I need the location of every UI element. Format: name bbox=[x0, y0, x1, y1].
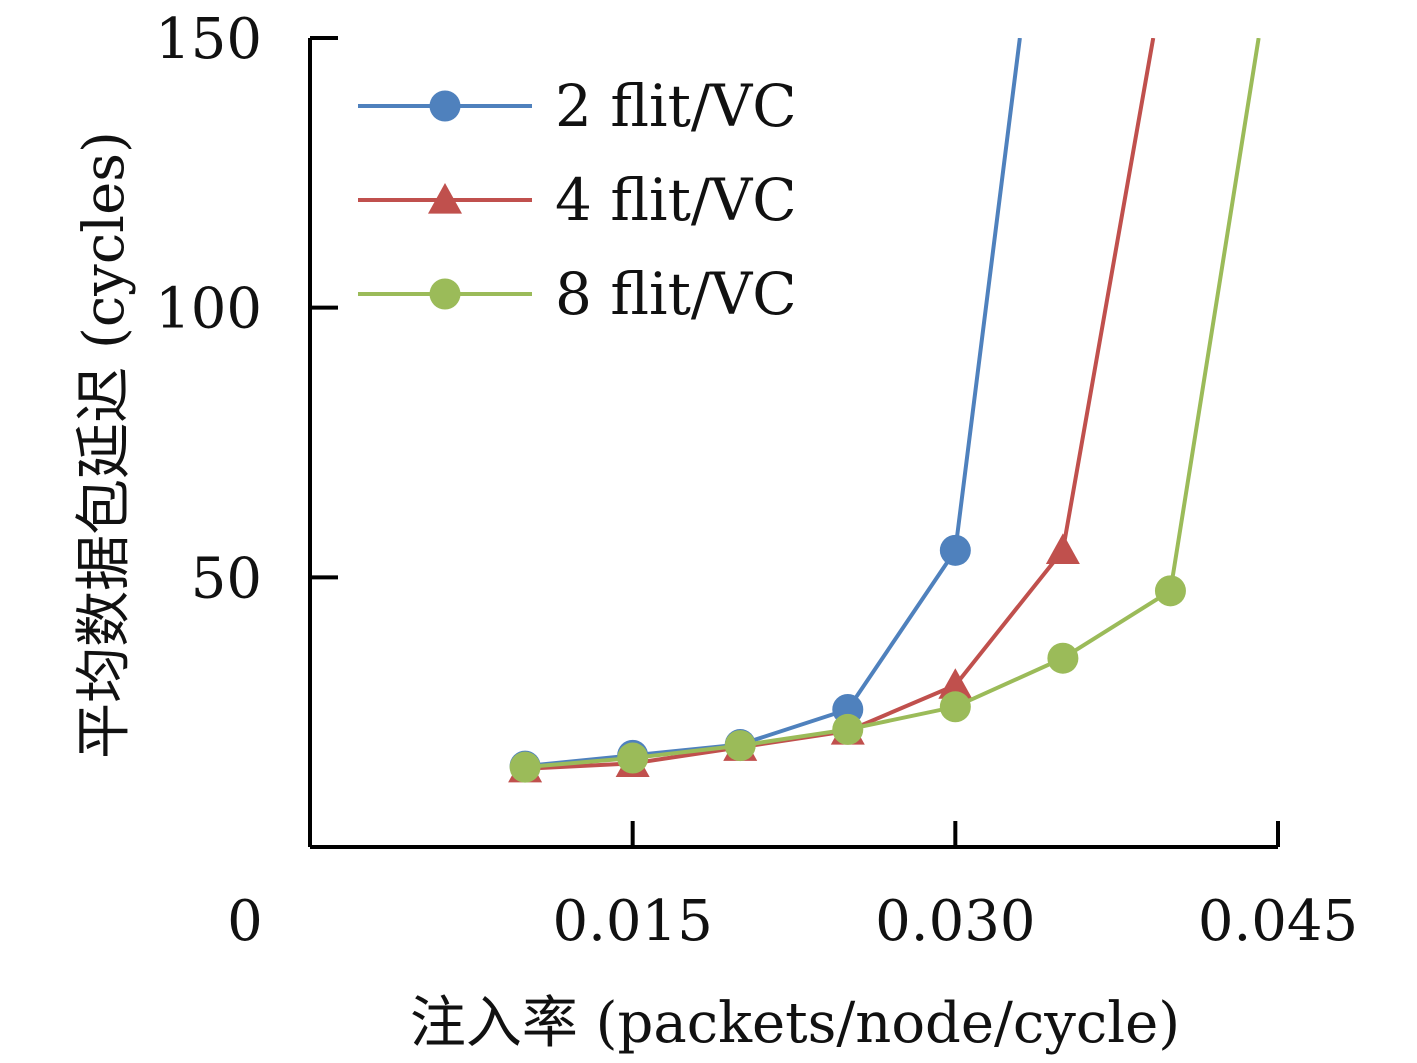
legend-entry: 4 flit/VC bbox=[358, 166, 797, 234]
series-line bbox=[524, 38, 1022, 769]
axes: 50 100 150 0.015 0.030 0.045 bbox=[155, 7, 1358, 954]
triangle-marker bbox=[428, 183, 462, 214]
circle-marker bbox=[429, 278, 461, 310]
x-tick-label: 0.045 bbox=[1198, 889, 1358, 954]
legend-label: 4 flit/VC bbox=[555, 166, 797, 234]
circle-marker bbox=[939, 534, 971, 566]
circle-marker bbox=[1154, 575, 1186, 607]
x-axis-title: 注入率 (packets/node/cycle) bbox=[410, 991, 1180, 1056]
circle-marker bbox=[1047, 642, 1079, 674]
circle-marker bbox=[939, 691, 971, 723]
y-axis-title: 平均数据包延迟 (cycles) bbox=[72, 131, 137, 759]
y-tick-label: 100 bbox=[155, 277, 262, 342]
series-3 bbox=[509, 38, 1261, 783]
legend: 2 flit/VC 4 flit/VC 8 flit/VC bbox=[358, 72, 797, 328]
series-line bbox=[524, 38, 1261, 770]
y-tick-label: 150 bbox=[155, 7, 262, 72]
x-origin-tick-label: 0 bbox=[227, 889, 263, 954]
triangle-marker bbox=[1045, 533, 1080, 564]
circle-marker bbox=[724, 730, 756, 762]
series-layer bbox=[508, 38, 1261, 783]
circle-marker bbox=[617, 742, 649, 774]
legend-entry: 8 flit/VC bbox=[358, 260, 797, 328]
triangle-marker bbox=[938, 668, 973, 699]
circle-marker bbox=[832, 713, 864, 745]
y-tick-label: 50 bbox=[191, 546, 262, 611]
legend-label: 8 flit/VC bbox=[555, 260, 797, 328]
circle-marker bbox=[509, 751, 541, 783]
legend-entry: 2 flit/VC bbox=[358, 72, 797, 140]
x-tick-label: 0.030 bbox=[875, 889, 1035, 954]
series-1 bbox=[509, 38, 1022, 782]
legend-label: 2 flit/VC bbox=[555, 72, 797, 140]
x-tick-label: 0.015 bbox=[553, 889, 713, 954]
circle-marker bbox=[429, 90, 461, 122]
